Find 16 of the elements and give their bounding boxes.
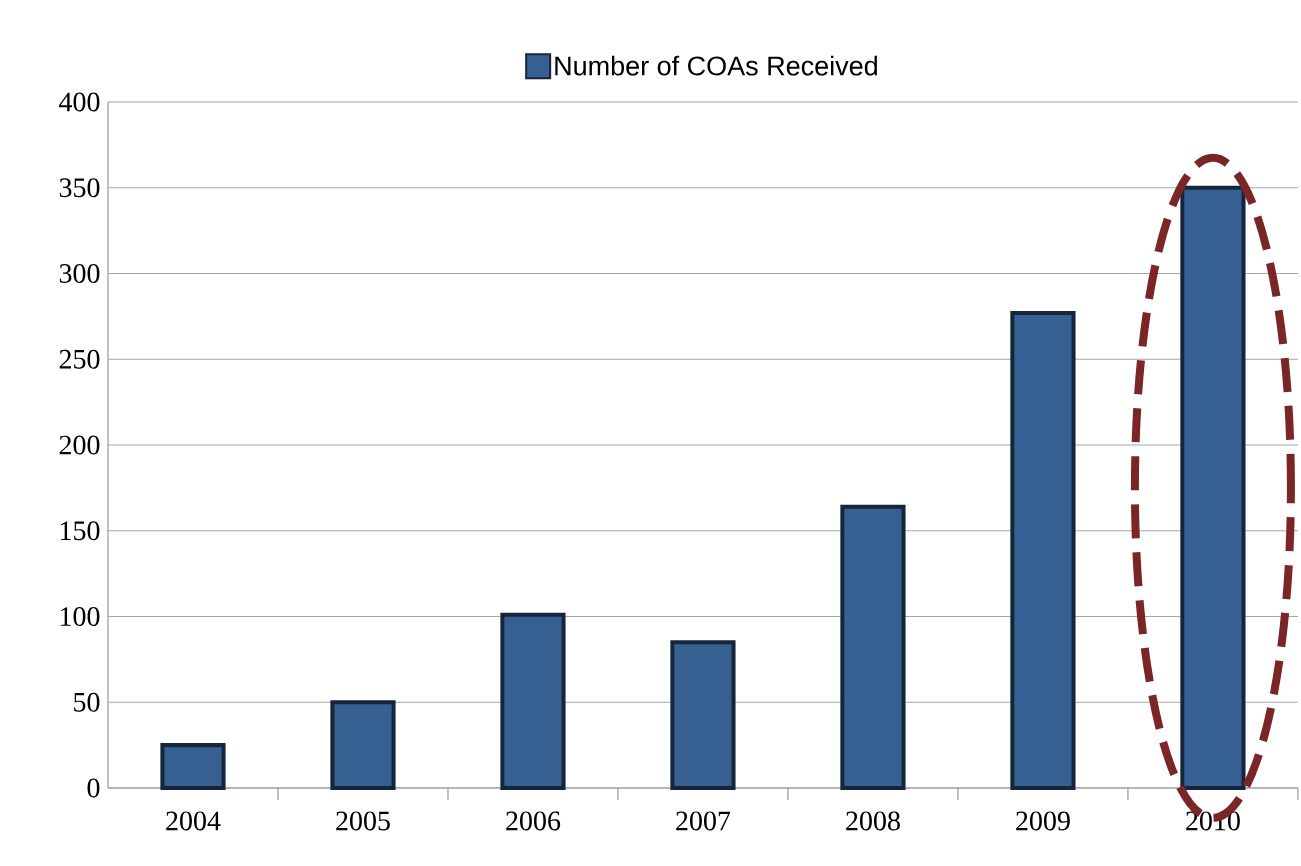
y-tick-label: 50: [74, 692, 100, 712]
y-tick-label: 350: [59, 178, 100, 198]
x-tick-label: 2006: [506, 811, 561, 831]
legend-label: Number of COAs Received: [555, 55, 877, 76]
x-tick-label: 2005: [336, 811, 390, 831]
y-tick-label: 300: [59, 264, 100, 283]
x-tick-label: 2007: [676, 811, 731, 831]
y-tick-label: 0: [87, 778, 100, 798]
y-tick-label: 250: [59, 349, 100, 369]
x-tick-label: 2008: [846, 811, 900, 831]
y-tick-label: 400: [59, 92, 100, 112]
x-tick-label: 2009: [1016, 811, 1070, 831]
x-tick-label: 2004: [166, 811, 221, 831]
y-tick-label: 200: [59, 435, 100, 455]
y-tick-label: 100: [60, 607, 100, 626]
y-tick-label: 150: [60, 521, 100, 541]
